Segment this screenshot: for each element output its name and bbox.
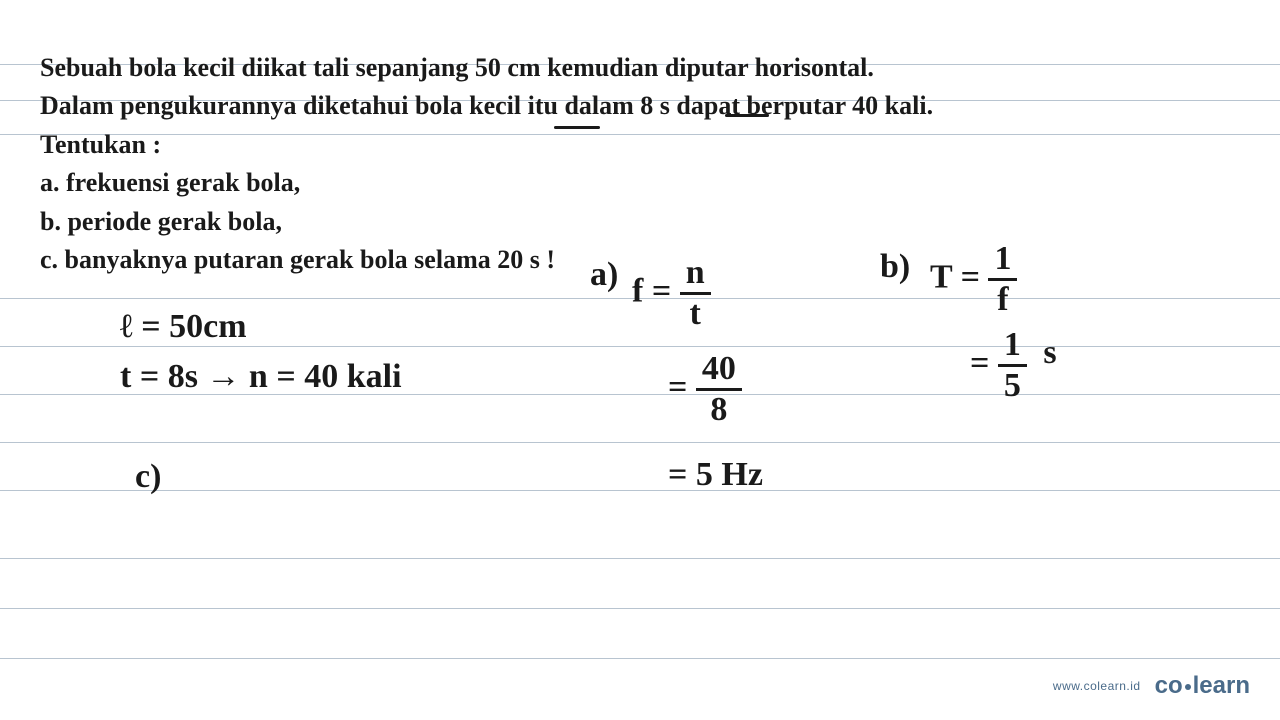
part-a-frac: n t — [680, 256, 711, 331]
ruled-line — [0, 558, 1280, 559]
part-c-label: c) — [135, 458, 161, 496]
problem-line-1: Sebuah bola kecil diikat tali sepanjang … — [40, 50, 1240, 86]
logo-dot-icon — [1185, 684, 1191, 690]
given-l: ℓ = 50cm — [120, 308, 247, 346]
part-a-eq: f = n t — [632, 256, 711, 331]
part-b-eq: T = 1 f — [930, 242, 1017, 317]
part-b-frac2: 1 5 — [998, 328, 1027, 403]
part-b-eq2: = — [970, 344, 989, 381]
part-a-step2: = 40 8 — [668, 352, 742, 427]
part-b-frac: 1 f — [988, 242, 1017, 317]
logo-part2: learn — [1193, 672, 1250, 699]
part-a-label: a) — [590, 256, 618, 294]
underline-mark — [725, 114, 769, 117]
ruled-line — [0, 490, 1280, 491]
part-b-frac-den: f — [991, 281, 1014, 317]
logo-part1: co — [1155, 672, 1183, 699]
ruled-line — [0, 658, 1280, 659]
ruled-line — [0, 346, 1280, 347]
part-b-label: b) — [880, 248, 910, 286]
problem-line-3: Tentukan : — [40, 127, 1240, 163]
part-b-frac-num: 1 — [988, 242, 1017, 281]
worksheet-page: Sebuah bola kecil diikat tali sepanjang … — [0, 0, 1280, 720]
problem-statement: Sebuah bola kecil diikat tali sepanjang … — [40, 50, 1240, 278]
given-t-n: t = 8s → n = 40 kali — [120, 358, 402, 396]
part-a-eq2: = — [668, 368, 687, 405]
watermark: www.colearn.id colearn — [1053, 672, 1250, 700]
part-a-var: f = — [632, 272, 671, 309]
watermark-url: www.colearn.id — [1053, 679, 1141, 693]
part-b-unit: s — [1043, 334, 1056, 371]
ruled-line — [0, 608, 1280, 609]
part-b-var: T = — [930, 258, 980, 295]
underline-mark — [554, 126, 600, 129]
watermark-logo: colearn — [1155, 672, 1250, 700]
part-a-frac-num: n — [680, 256, 711, 295]
problem-line-2: Dalam pengukurannya diketahui bola kecil… — [40, 88, 1240, 124]
ruled-line — [0, 442, 1280, 443]
part-a-frac2-den: 8 — [704, 391, 733, 427]
part-b-step2: = 1 5 s — [970, 328, 1057, 403]
part-b-frac2-den: 5 — [998, 367, 1027, 403]
part-a-frac2: 40 8 — [696, 352, 742, 427]
part-a-frac-den: t — [684, 295, 707, 331]
part-a-result: = 5 Hz — [668, 456, 763, 494]
part-b-frac2-num: 1 — [998, 328, 1027, 367]
problem-item-a: a. frekuensi gerak bola, — [40, 165, 1240, 201]
part-a-frac2-num: 40 — [696, 352, 742, 391]
problem-item-b: b. periode gerak bola, — [40, 204, 1240, 240]
